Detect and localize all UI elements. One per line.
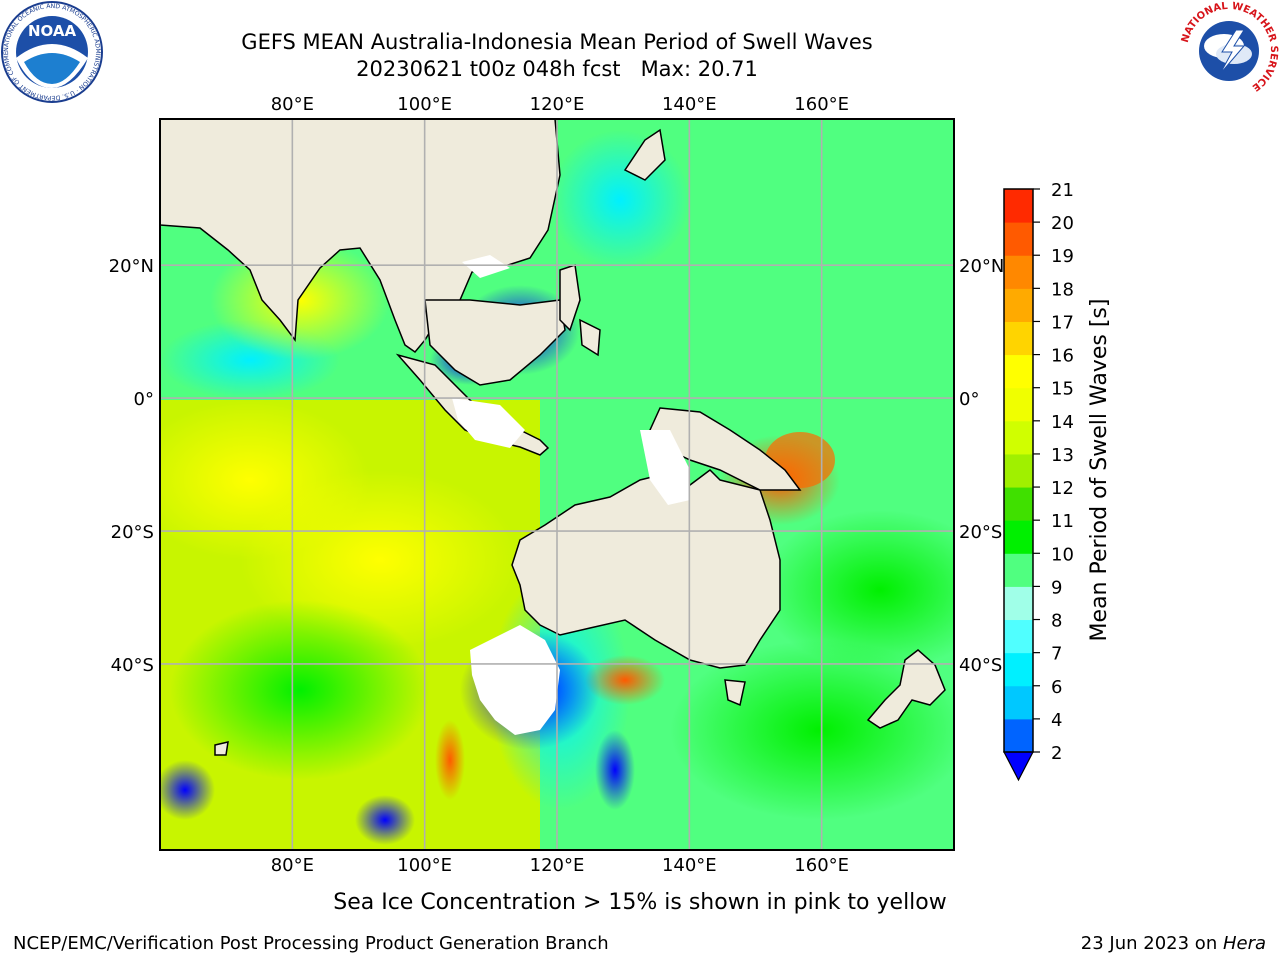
colorbar-ticks: 2 4 6 7 8 9 10 11 12 13 14 15 16 17 18 19 20 21: [1033, 180, 1074, 764]
map-frame: [159, 118, 955, 851]
colorbar-segment: [1004, 685, 1033, 720]
colorbar-tick-label: 6: [1051, 677, 1062, 698]
colorbar-tick-label: 21: [1051, 180, 1074, 201]
noaa-logo: NATIONAL OCEANIC AND ATMOSPHERIC ADMINIS…: [0, 0, 103, 103]
colorbar-tick-label: 8: [1051, 611, 1062, 632]
colorbar-segment: [1004, 553, 1033, 587]
lon-labels-bottom: 80°E 100°E 120°E 140°E 160°E: [271, 855, 849, 876]
lat-label-left: 20°S: [111, 522, 154, 543]
colorbar-segment: [1004, 520, 1033, 554]
map-subtitle: 20230621 t00z 048h fcst Max: 20.71: [356, 57, 758, 81]
footer-machine: Hera: [1222, 933, 1266, 954]
footer-date-text: 23 Jun 2023 on: [1080, 933, 1223, 954]
lat-label-right: 40°S: [959, 655, 1002, 676]
colorbar-segment: [1004, 387, 1033, 422]
colorbar-frame: [1003, 188, 1034, 753]
svg-text:NOAA: NOAA: [28, 22, 77, 40]
lat-label-left: 40°S: [111, 655, 154, 676]
lat-label-right: 20°S: [959, 522, 1002, 543]
colorbar-tick-label: 4: [1051, 710, 1062, 731]
lon-label-bottom: 100°E: [397, 855, 452, 876]
colorbar-tick-label: 17: [1051, 312, 1074, 333]
colorbar-tick-label: 20: [1051, 213, 1074, 234]
colorbar-tick-label: 16: [1051, 346, 1074, 367]
lon-label-bottom: 140°E: [662, 855, 717, 876]
lon-label-top: 80°E: [271, 94, 314, 115]
lat-label-right: 20°N: [959, 256, 1004, 277]
colorbar-segment: [1004, 453, 1033, 488]
colorbar-segment: [1004, 487, 1033, 521]
lon-label-top: 120°E: [530, 94, 585, 115]
lon-label-top: 160°E: [794, 94, 849, 115]
sea-ice-note: Sea Ice Concentration > 15% is shown in …: [333, 890, 947, 915]
colorbar-segment: [1004, 288, 1033, 322]
colorbar-tick-label: 14: [1051, 412, 1074, 433]
colorbar-tick-label: 2: [1051, 743, 1062, 764]
footer-date: 23 Jun 2023 on Hera: [1081, 933, 1266, 954]
lat-label-right: 0°: [959, 389, 979, 410]
lon-label-bottom: 160°E: [794, 855, 849, 876]
colorbar-segment: [1004, 255, 1033, 289]
footer-branch: NCEP/EMC/Verification Post Processing Pr…: [13, 933, 609, 954]
colorbar-tick-label: 19: [1051, 246, 1074, 267]
lon-labels-top: 80°E 100°E 120°E 140°E 160°E: [271, 94, 849, 115]
colorbar-under-arrow: [1003, 751, 1034, 782]
land-masses: [160, 119, 946, 756]
colorbar-segment: [1004, 652, 1033, 687]
colorbar-segment: [1004, 420, 1033, 455]
missing-data-patches: [452, 255, 690, 735]
colorbar-tick-label: 15: [1051, 379, 1074, 400]
colorbar-segment: [1004, 222, 1033, 256]
colorbar-segment: [1004, 354, 1033, 389]
colorbar-segment: [1004, 619, 1033, 654]
colorbar-tick-label: 11: [1051, 511, 1074, 532]
colorbar-segment: [1004, 321, 1033, 356]
colorbar-tick-label: 18: [1051, 279, 1074, 300]
colorbar-tick-label: 9: [1051, 577, 1062, 598]
graticule: [160, 119, 954, 850]
lon-label-top: 100°E: [397, 94, 452, 115]
colorbar-tick-label: 7: [1051, 644, 1062, 665]
lat-label-left: 0°: [134, 389, 154, 410]
nws-logo: NATIONAL WEATHER SERVICE: [1180, 1, 1279, 100]
colorbar-segment: [1004, 718, 1033, 753]
lat-label-left: 20°N: [109, 256, 154, 277]
map-title: GEFS MEAN Australia-Indonesia Mean Perio…: [241, 30, 873, 54]
colorbar-tick-label: 10: [1051, 544, 1074, 565]
colorbar-tick-label: 13: [1051, 445, 1074, 466]
lon-label-top: 140°E: [662, 94, 717, 115]
lat-labels-left: 20°N 0° 20°S 40°S: [109, 256, 154, 676]
colorbar-tick-label: 12: [1051, 478, 1074, 499]
lat-labels-right: 20°N 0° 20°S 40°S: [959, 256, 1004, 676]
lon-label-bottom: 80°E: [271, 855, 314, 876]
lon-label-bottom: 120°E: [530, 855, 585, 876]
colorbar-segment: [1004, 189, 1033, 223]
colorbar-segment: [1004, 586, 1033, 621]
colorbar: [1003, 188, 1034, 782]
colorbar-label: Mean Period of Swell Waves [s]: [1087, 299, 1112, 642]
